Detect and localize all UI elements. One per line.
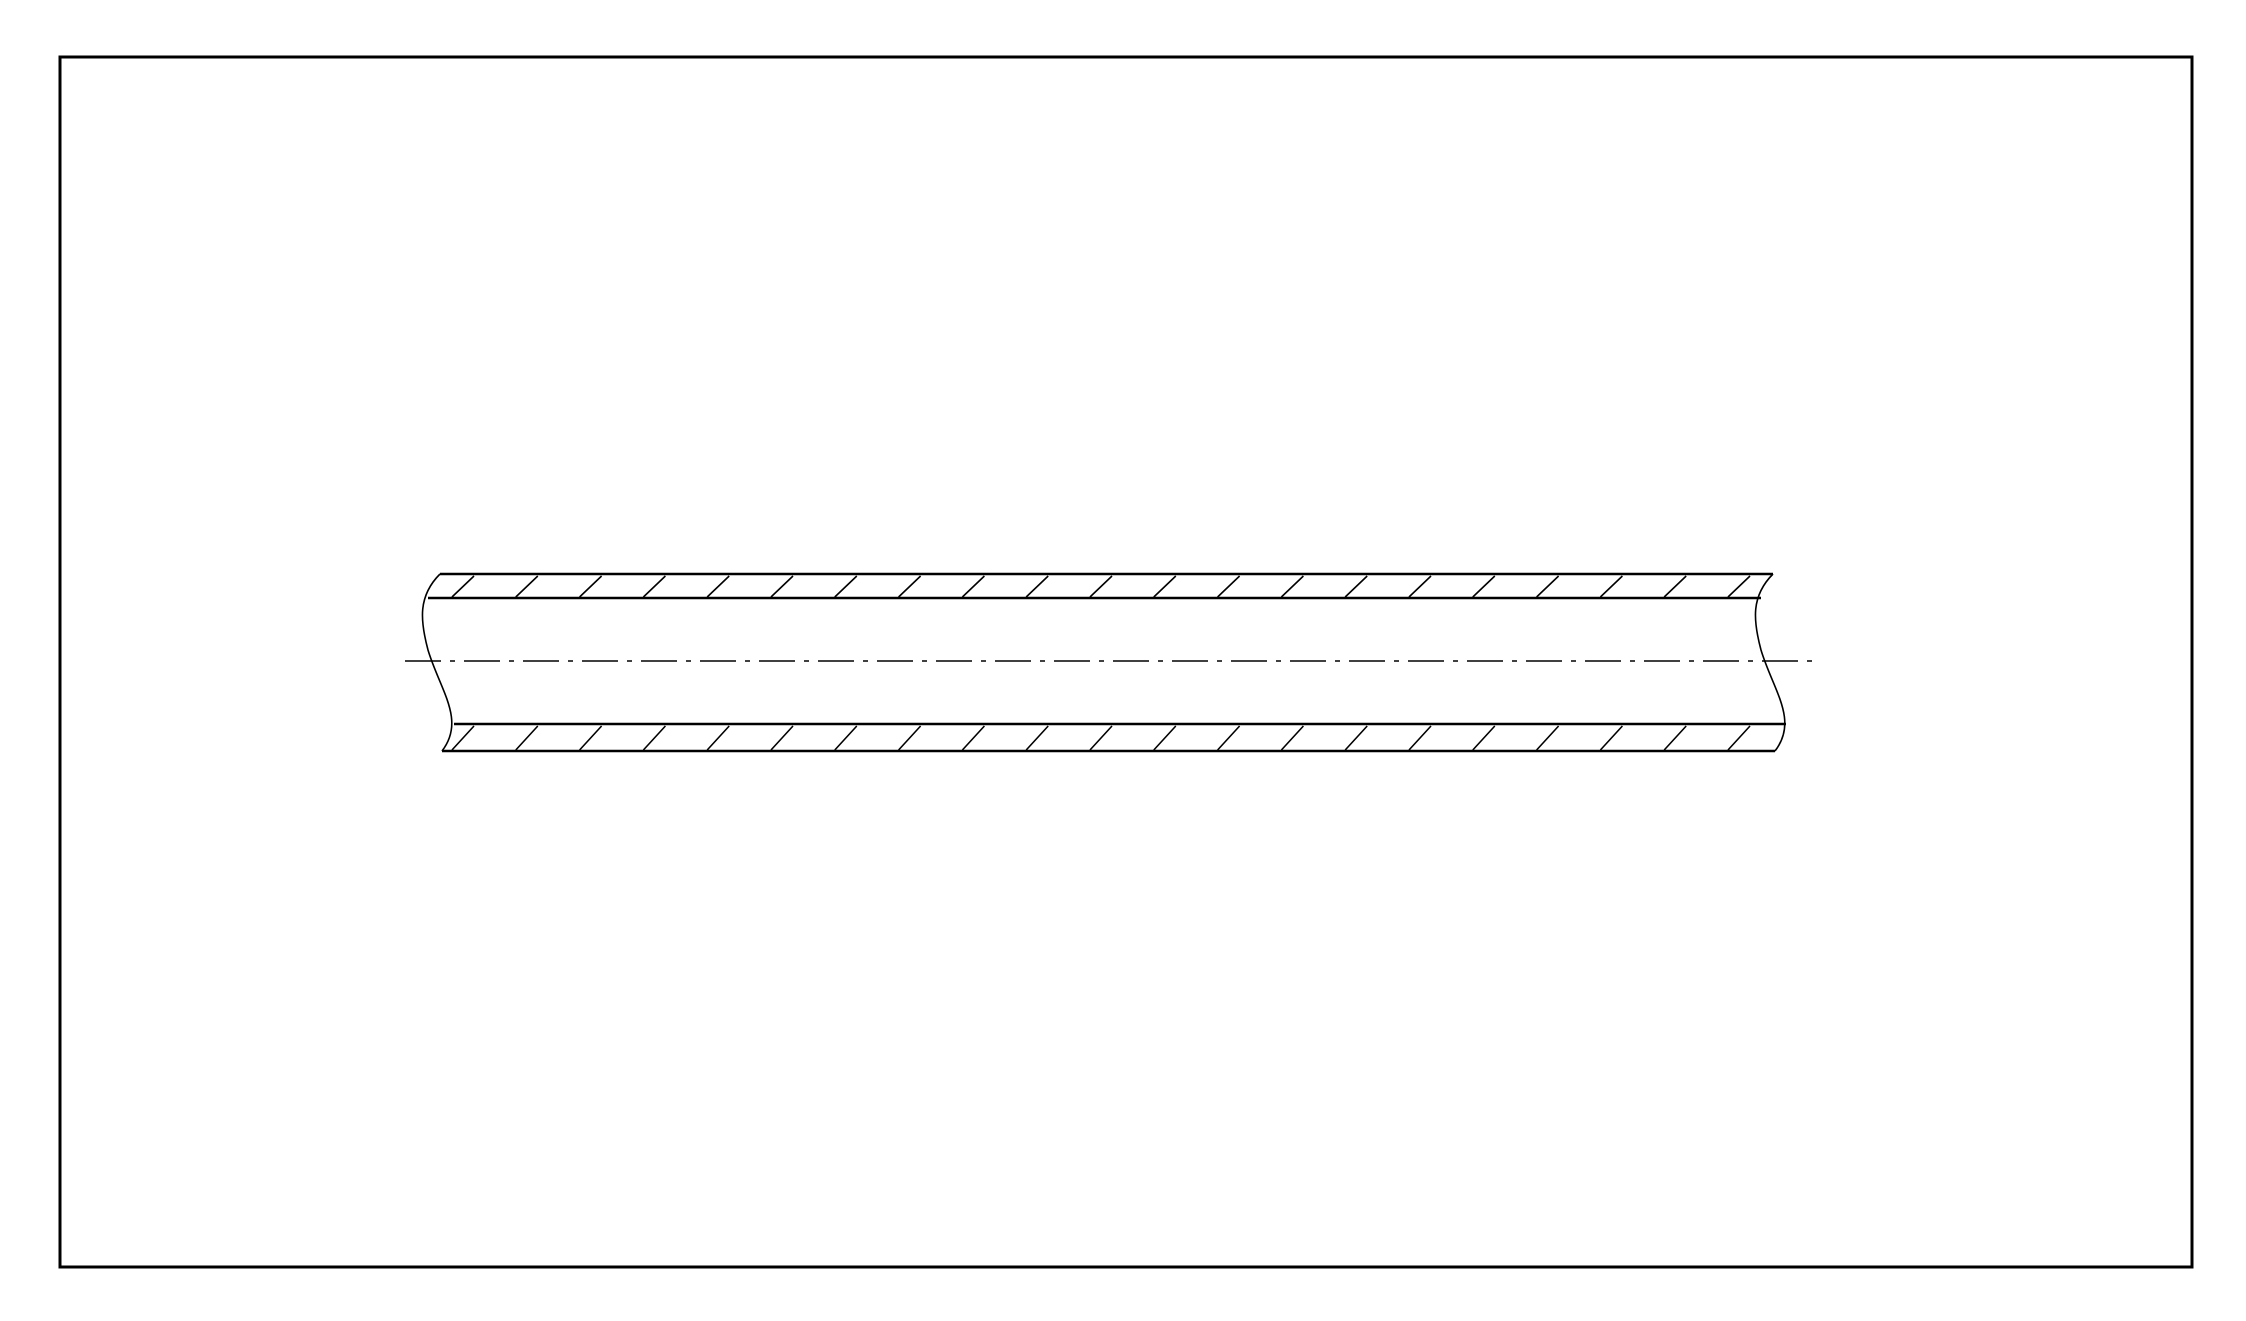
bottom-hatch-line xyxy=(961,725,985,751)
top-hatch-line xyxy=(1089,575,1113,598)
bottom-hatch-line xyxy=(1472,725,1496,751)
top-hatch-line xyxy=(1217,575,1241,598)
bottom-hatch-line xyxy=(1344,725,1368,751)
bottom-hatch-line xyxy=(1153,725,1177,751)
right-break-line xyxy=(1754,573,1786,752)
bottom-hatch-line xyxy=(1280,725,1304,751)
top-hatch-line xyxy=(706,575,730,598)
bottom-hatch-line xyxy=(706,725,730,751)
top-hatch-line xyxy=(1025,575,1049,598)
bottom-hatch-line xyxy=(1663,725,1687,751)
bottom-hatch-line xyxy=(1599,725,1623,751)
bottom-hatch-line xyxy=(898,725,922,751)
top-hatch-line xyxy=(1663,575,1687,598)
bottom-hatch-line xyxy=(1025,725,1049,751)
top-hatch-line xyxy=(1599,575,1623,598)
bottom-hatch-line xyxy=(1217,725,1241,751)
bottom-hatch-line xyxy=(451,725,475,751)
top-hatch-line xyxy=(642,575,666,598)
pipe-section xyxy=(405,572,1812,753)
top-hatch-line xyxy=(1472,575,1496,598)
bottom-hatch-line xyxy=(579,725,603,751)
top-hatch-line xyxy=(1280,575,1304,598)
top-hatch-line xyxy=(579,575,603,598)
top-hatch-line xyxy=(1727,575,1751,598)
bottom-hatch-line xyxy=(1536,725,1560,751)
top-hatch-line xyxy=(1344,575,1368,598)
bottom-hatch-line xyxy=(515,725,539,751)
left-break-line xyxy=(421,573,453,752)
bottom-hatch-line xyxy=(1727,725,1751,751)
bottom-hatch-line xyxy=(1089,725,1113,751)
top-hatch-line xyxy=(834,575,858,598)
bottom-hatch-line xyxy=(834,725,858,751)
bottom-hatch-line xyxy=(642,725,666,751)
bottom-wall-hatching xyxy=(451,725,1751,751)
top-hatch-line xyxy=(770,575,794,598)
top-wall-hatching xyxy=(451,575,1751,598)
bottom-hatch-line xyxy=(1408,725,1432,751)
bottom-hatch-line xyxy=(770,725,794,751)
drawing-frame xyxy=(58,55,2194,1269)
top-hatch-line xyxy=(515,575,539,598)
top-hatch-line xyxy=(451,575,475,598)
top-hatch-line xyxy=(898,575,922,598)
top-hatch-line xyxy=(961,575,985,598)
top-hatch-line xyxy=(1408,575,1432,598)
top-hatch-line xyxy=(1536,575,1560,598)
top-hatch-line xyxy=(1153,575,1177,598)
